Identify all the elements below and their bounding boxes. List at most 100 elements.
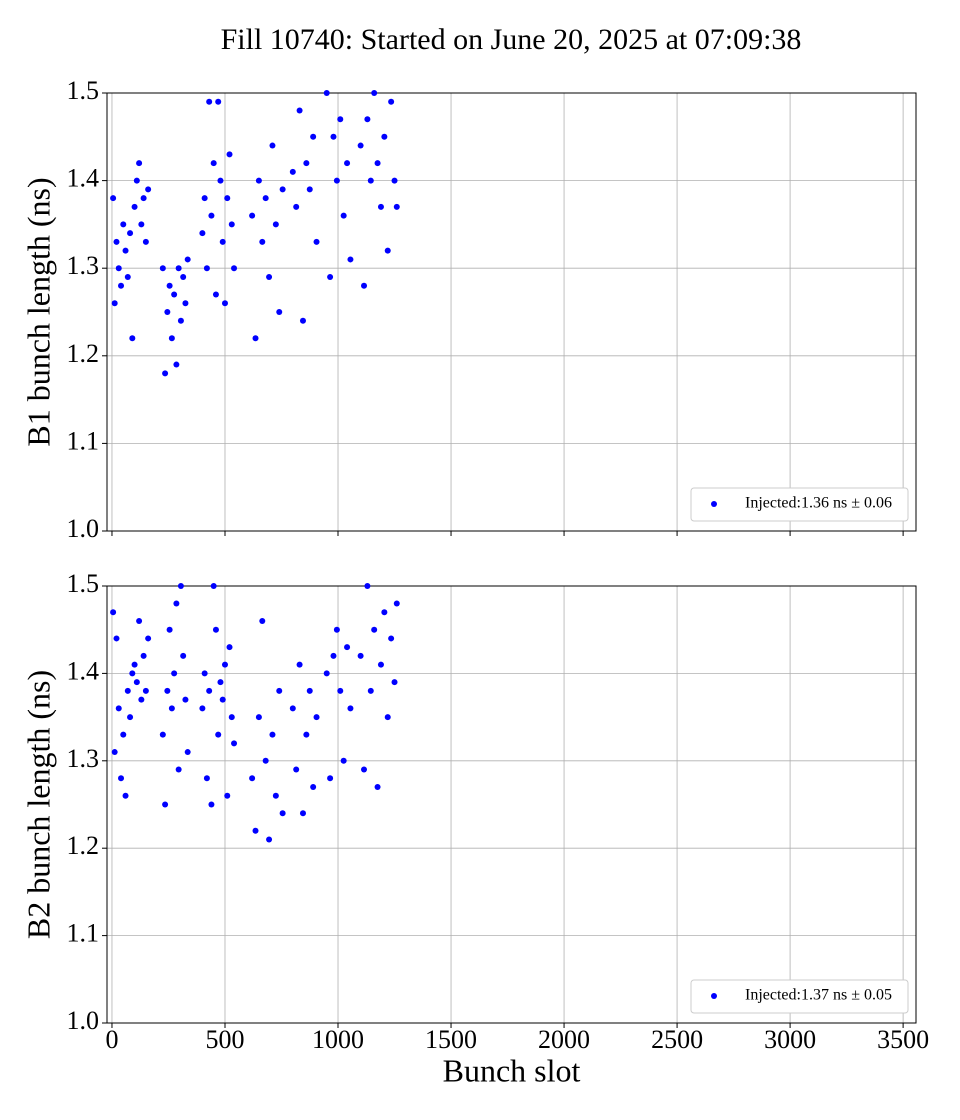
y-tick-label: 1.2 — [67, 339, 100, 368]
data-point — [175, 766, 182, 773]
data-point — [166, 626, 173, 633]
data-point — [330, 652, 337, 659]
data-point — [367, 687, 374, 694]
data-point — [357, 142, 364, 149]
data-point — [374, 784, 381, 791]
data-point — [333, 626, 340, 633]
data-point — [255, 177, 262, 184]
x-tick-label: 3000 — [764, 1025, 816, 1054]
data-point — [323, 90, 330, 96]
data-point — [279, 810, 286, 817]
data-point — [231, 740, 238, 747]
data-point — [367, 177, 374, 184]
y-axis-label: B1 bunch length (ns) — [20, 177, 56, 446]
data-point — [215, 98, 222, 105]
data-point — [259, 238, 266, 245]
data-point — [313, 238, 320, 245]
legend-label: Injected:1.37 ns ± 0.05 — [745, 987, 892, 1004]
data-point — [159, 265, 166, 272]
x-tick-label: 0 — [105, 1025, 118, 1054]
data-point — [184, 749, 191, 756]
data-point — [115, 705, 122, 712]
data-point — [177, 317, 184, 324]
data-point — [293, 203, 300, 210]
data-point — [249, 775, 256, 782]
y-tick-label: 1.0 — [67, 514, 100, 543]
data-point — [168, 335, 175, 342]
data-point — [361, 282, 368, 289]
data-point — [340, 757, 347, 764]
data-point — [164, 687, 171, 694]
data-point — [364, 583, 371, 589]
data-point — [310, 784, 317, 791]
data-point — [361, 766, 368, 773]
data-point — [182, 696, 189, 703]
x-axis-label: Bunch slot — [443, 1052, 581, 1088]
data-point — [303, 731, 310, 738]
data-point — [203, 775, 210, 782]
y-tick-label: 1.0 — [67, 1006, 100, 1035]
y-tick-label: 1.4 — [67, 656, 100, 685]
data-point — [357, 652, 364, 659]
data-point — [215, 731, 222, 738]
data-point — [347, 705, 354, 712]
legend-marker — [711, 993, 717, 999]
data-point — [377, 203, 384, 210]
legend-box — [690, 979, 909, 1014]
data-point — [266, 836, 273, 843]
data-point — [142, 687, 149, 694]
data-point — [371, 626, 378, 633]
data-point — [206, 687, 213, 694]
data-point — [381, 609, 388, 616]
data-point — [212, 626, 219, 633]
data-point — [231, 265, 238, 272]
figure-title: Fill 10740: Started on June 20, 2025 at … — [221, 23, 802, 56]
data-point — [276, 309, 283, 315]
data-point — [129, 670, 136, 677]
data-point — [391, 177, 398, 184]
data-point — [327, 775, 334, 782]
data-point — [133, 177, 140, 184]
data-point — [364, 116, 371, 123]
data-point — [217, 679, 224, 686]
data-point — [276, 687, 283, 694]
data-point — [228, 221, 235, 228]
data-point — [374, 160, 381, 167]
data-point — [162, 801, 169, 808]
data-point — [173, 361, 180, 368]
legend-box — [690, 487, 909, 522]
data-point — [303, 160, 310, 167]
data-point — [127, 230, 134, 237]
x-tick-label: 2500 — [651, 1025, 703, 1054]
data-point — [140, 195, 147, 202]
data-point — [113, 238, 120, 245]
data-point — [180, 273, 187, 280]
data-point — [131, 661, 138, 668]
data-point — [226, 644, 233, 651]
data-point — [323, 670, 330, 677]
data-point — [327, 273, 334, 280]
data-point — [388, 635, 395, 642]
data-point — [344, 644, 351, 651]
data-point — [296, 107, 303, 114]
data-point — [120, 221, 127, 228]
data-point — [344, 160, 351, 167]
y-tick-label: 1.1 — [67, 919, 100, 948]
data-point — [177, 583, 184, 589]
data-point — [393, 600, 400, 607]
data-point — [138, 696, 145, 703]
data-point — [384, 247, 391, 254]
data-point — [371, 90, 378, 96]
data-point — [347, 256, 354, 263]
y-tick-label: 1.5 — [67, 76, 100, 105]
data-point — [381, 133, 388, 140]
data-point — [136, 160, 143, 167]
data-point — [293, 766, 300, 773]
data-point — [206, 98, 213, 105]
data-point — [266, 273, 273, 280]
data-point — [252, 335, 259, 342]
data-point — [337, 116, 344, 123]
data-point — [337, 687, 344, 694]
data-point — [171, 291, 178, 298]
